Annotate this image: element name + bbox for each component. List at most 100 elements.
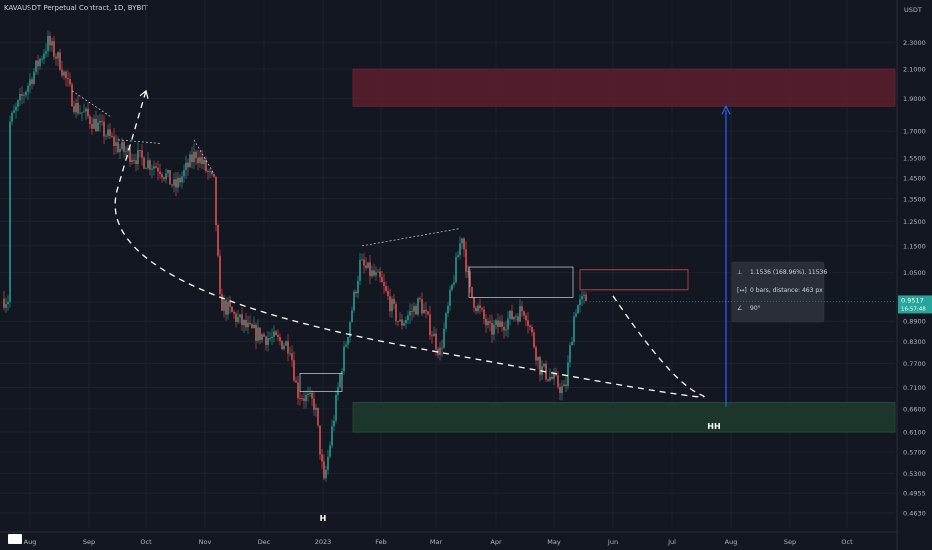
price-badge-value: 0.9517 — [901, 296, 924, 304]
x-tick-label: Feb — [375, 538, 387, 546]
candle-body — [247, 322, 249, 328]
candle-body — [29, 79, 31, 86]
candle-body — [251, 324, 253, 329]
candle-body — [5, 304, 7, 308]
candle-body — [215, 176, 217, 226]
candle-body — [323, 461, 325, 479]
candle-body — [231, 306, 233, 312]
trendline-2[interactable] — [117, 139, 161, 144]
candle-body — [137, 150, 139, 165]
candle-body — [543, 363, 545, 367]
range-box[interactable] — [468, 266, 574, 298]
candle-body — [405, 320, 407, 324]
candle-body — [293, 360, 295, 381]
candle-body — [525, 315, 527, 321]
candle-body — [465, 249, 467, 272]
candle-body — [101, 120, 103, 122]
y-tick-label: 0.5700 — [903, 448, 926, 456]
candle-body — [195, 151, 197, 158]
candle-body — [177, 177, 179, 188]
candle-body — [389, 296, 391, 312]
candle-body — [361, 259, 363, 261]
candle-body — [581, 296, 583, 300]
candle-body — [447, 305, 449, 314]
y-tick-label: 2.3000 — [903, 39, 926, 47]
candle-body — [43, 53, 45, 59]
candle-body — [351, 310, 353, 323]
candle-body — [71, 84, 73, 107]
candle-body — [297, 382, 299, 399]
candle-body — [445, 313, 447, 329]
candle-body — [353, 291, 355, 311]
trendline-3[interactable] — [193, 139, 215, 174]
candle-body — [441, 347, 443, 349]
candle-body — [93, 118, 95, 129]
candle-body — [111, 136, 113, 137]
candle-body — [139, 150, 141, 151]
candle-body — [147, 160, 149, 169]
trendline-4[interactable] — [361, 228, 461, 247]
candle-body — [287, 341, 289, 354]
candle-body — [121, 142, 123, 149]
x-tick-label: Mar — [430, 538, 443, 546]
candle-body — [207, 171, 209, 172]
x-tick-label: Sep — [83, 538, 95, 546]
candle-body — [489, 321, 491, 323]
candle-body — [391, 298, 393, 312]
candle-body — [49, 35, 51, 46]
candle-body — [221, 294, 223, 311]
projection-path[interactable] — [114, 90, 705, 398]
candle-body — [513, 316, 515, 320]
candle-body — [229, 301, 231, 307]
candle-body — [155, 166, 157, 168]
candle-body — [331, 426, 333, 446]
candle-body — [7, 301, 9, 305]
chart-title: KAVAUSDT Perpetual Contract, 1D, BYBIT — [4, 4, 148, 12]
candle-body — [493, 324, 495, 335]
candle-body — [289, 353, 291, 355]
candle-body — [509, 310, 511, 319]
candle-body — [135, 160, 137, 165]
candle-body — [565, 384, 567, 387]
y-tick-label: 1.5500 — [903, 155, 926, 163]
candle-body — [61, 69, 63, 76]
candle-body — [189, 154, 191, 168]
candle-body — [113, 136, 115, 146]
candle-body — [129, 148, 131, 163]
candle-body — [107, 129, 109, 136]
candle-body — [449, 289, 451, 306]
resistance-zone[interactable] — [352, 68, 896, 107]
candle-body — [479, 305, 481, 309]
x-tick-label: Aug — [725, 538, 738, 546]
candle-body — [235, 313, 237, 322]
candle-body — [517, 316, 519, 322]
candle-body — [485, 318, 487, 326]
candle-body — [175, 179, 177, 188]
candle-body — [105, 135, 107, 137]
y-tick-label: 1.9000 — [903, 95, 926, 103]
candle-body — [15, 106, 17, 111]
support-zone[interactable] — [352, 402, 896, 433]
candle-body — [411, 311, 413, 312]
candle-body — [505, 329, 507, 331]
candle-body — [69, 78, 71, 85]
candle-body — [199, 157, 201, 164]
candle-body — [81, 112, 83, 114]
y-tick-label: 1.2500 — [903, 218, 926, 226]
candle-body — [141, 150, 143, 158]
trendline-1[interactable] — [71, 90, 113, 118]
consolidation-box[interactable] — [299, 373, 343, 392]
candle-body — [21, 94, 23, 96]
candle-body — [311, 392, 313, 399]
candle-body — [37, 60, 39, 67]
supply-box[interactable] — [579, 269, 689, 291]
y-tick-label: 0.8900 — [903, 318, 926, 326]
candle-body — [393, 298, 395, 304]
candle-body — [443, 328, 445, 348]
candle-body — [395, 303, 397, 322]
candle-body — [431, 335, 433, 337]
x-tick-label: Jun — [607, 538, 618, 546]
x-tick-label: 2023 — [315, 538, 332, 546]
candle-body — [483, 309, 485, 319]
